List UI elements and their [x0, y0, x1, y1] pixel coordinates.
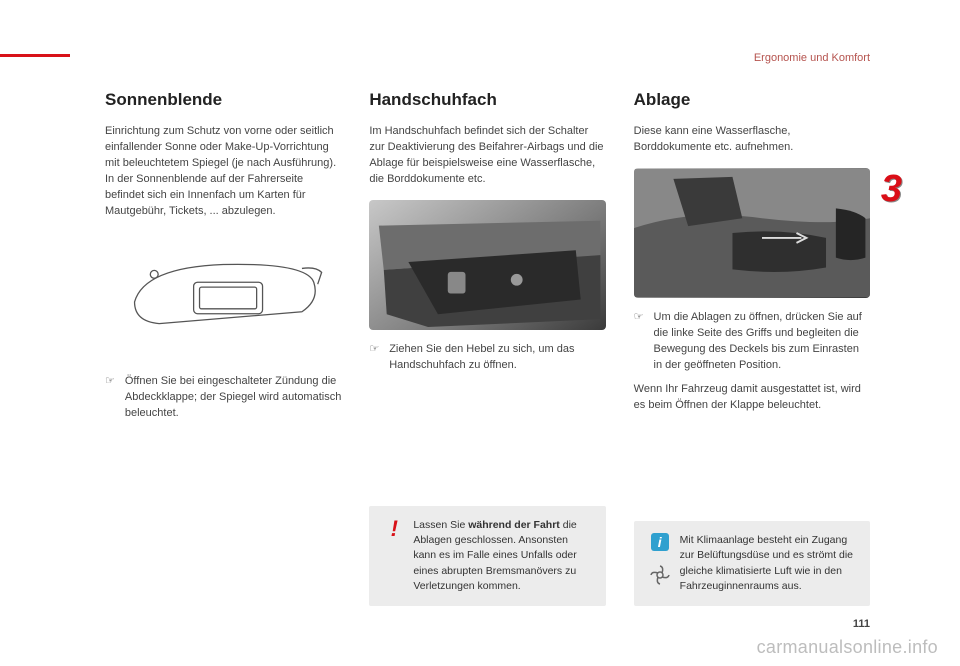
figure-glove-box	[369, 200, 605, 330]
bullet-sonnenblende-1: ☞ Öffnen Sie bei eingeschalteter Zündung…	[105, 374, 341, 422]
col-ablage: Ablage Diese kann eine Wasserflasche, Bo…	[634, 90, 870, 606]
bullet-text: Um die Ablagen zu öffnen, drücken Sie au…	[654, 310, 870, 374]
bullet-icon: ☞	[634, 310, 644, 374]
intro-handschuhfach: Im Handschuhfach befindet sich der Schal…	[369, 124, 605, 188]
bullet-icon: ☞	[105, 374, 115, 422]
info-text: Mit Klimaanlage besteht ein Zugang zur B…	[680, 533, 856, 594]
col-sonnenblende: Sonnenblende Einrichtung zum Schutz von …	[105, 90, 341, 606]
warning-text: Lassen Sie während der Fahrt die Ablagen…	[413, 518, 591, 594]
after-ablage: Wenn Ihr Fahrzeug damit ausgestattet ist…	[634, 382, 870, 414]
warning-pre: Lassen Sie	[413, 519, 468, 531]
page-category: Ergonomie und Komfort	[754, 52, 870, 64]
watermark: carmanualsonline.info	[757, 637, 938, 658]
warning-icon: !	[391, 518, 398, 540]
title-handschuhfach: Handschuhfach	[369, 90, 605, 110]
info-box: i Mit Klimaanlage besteht ein Zugang zur…	[634, 521, 870, 606]
info-icon: i	[651, 533, 669, 551]
bullet-icon: ☞	[369, 342, 379, 374]
header-accent-bar	[0, 54, 70, 57]
bullet-text: Ziehen Sie den Hebel zu sich, um das Han…	[389, 342, 605, 374]
warning-box: ! Lassen Sie während der Fahrt die Ablag…	[369, 506, 605, 606]
page-number: 111	[853, 618, 870, 630]
warning-bold: während der Fahrt	[468, 519, 560, 531]
bullet-ablage-1: ☞ Um die Ablagen zu öffnen, drücken Sie …	[634, 310, 870, 374]
figure-sun-visor	[105, 232, 341, 362]
title-ablage: Ablage	[634, 90, 870, 110]
intro-ablage: Diese kann eine Wasserflasche, Borddokum…	[634, 124, 870, 156]
bullet-text: Öffnen Sie bei eingeschalteter Zündung d…	[125, 374, 341, 422]
bullet-handschuhfach-1: ☞ Ziehen Sie den Hebel zu sich, um das H…	[369, 342, 605, 374]
title-sonnenblende: Sonnenblende	[105, 90, 341, 110]
intro-sonnenblende: Einrichtung zum Schutz von vorne oder se…	[105, 124, 341, 220]
page-content: Sonnenblende Einrichtung zum Schutz von …	[105, 90, 870, 606]
col-handschuhfach: Handschuhfach Im Handschuhfach befindet …	[369, 90, 605, 606]
fan-icon	[648, 563, 672, 592]
figure-storage	[634, 168, 870, 298]
chapter-number: 3	[881, 168, 902, 211]
